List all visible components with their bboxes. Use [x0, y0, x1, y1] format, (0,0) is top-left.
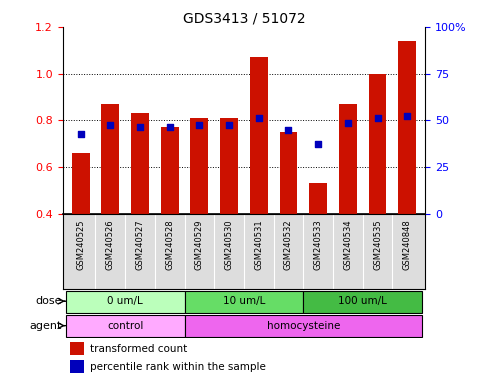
Text: GSM240528: GSM240528 [165, 220, 174, 270]
Text: 100 um/L: 100 um/L [338, 296, 387, 306]
Point [196, 122, 203, 128]
Point [166, 124, 173, 130]
Text: GSM240527: GSM240527 [136, 220, 144, 270]
Bar [250, 57, 268, 214]
Bar [369, 74, 386, 214]
Bar [190, 118, 208, 214]
Text: transformed count: transformed count [90, 344, 187, 354]
Bar [185, 315, 422, 337]
Bar [280, 132, 298, 214]
Bar [66, 291, 185, 313]
Bar [398, 41, 416, 214]
Bar [309, 183, 327, 214]
Bar [71, 153, 89, 214]
Bar [303, 291, 422, 313]
Point [403, 113, 411, 119]
Text: percentile rank within the sample: percentile rank within the sample [90, 362, 266, 372]
Bar [161, 127, 179, 214]
Bar [220, 118, 238, 214]
Text: GSM240533: GSM240533 [313, 220, 323, 270]
Point [136, 124, 144, 130]
Point [284, 126, 292, 132]
Text: GSM240530: GSM240530 [225, 220, 234, 270]
Point [344, 119, 352, 126]
Text: GSM240532: GSM240532 [284, 220, 293, 270]
Point [106, 122, 114, 128]
Text: GSM240526: GSM240526 [106, 220, 115, 270]
Title: GDS3413 / 51072: GDS3413 / 51072 [183, 12, 305, 26]
Text: 0 um/L: 0 um/L [107, 296, 143, 306]
Text: homocysteine: homocysteine [267, 321, 340, 331]
Point [374, 115, 382, 121]
Text: control: control [107, 321, 143, 331]
Bar [131, 113, 149, 214]
Bar [101, 104, 119, 214]
Bar [66, 315, 185, 337]
Text: GSM240531: GSM240531 [254, 220, 263, 270]
Text: 10 um/L: 10 um/L [223, 296, 265, 306]
Text: GSM240529: GSM240529 [195, 220, 204, 270]
Text: agent: agent [30, 321, 62, 331]
Text: GSM240525: GSM240525 [76, 220, 85, 270]
Bar [70, 342, 84, 355]
Point [314, 141, 322, 147]
Bar [339, 104, 357, 214]
Point [77, 131, 85, 137]
Text: GSM240534: GSM240534 [343, 220, 352, 270]
Text: GSM240848: GSM240848 [403, 220, 412, 270]
Bar [185, 291, 303, 313]
Point [255, 115, 263, 121]
Text: dose: dose [36, 296, 62, 306]
Text: GSM240535: GSM240535 [373, 220, 382, 270]
Bar [70, 361, 84, 373]
Point [225, 122, 233, 128]
